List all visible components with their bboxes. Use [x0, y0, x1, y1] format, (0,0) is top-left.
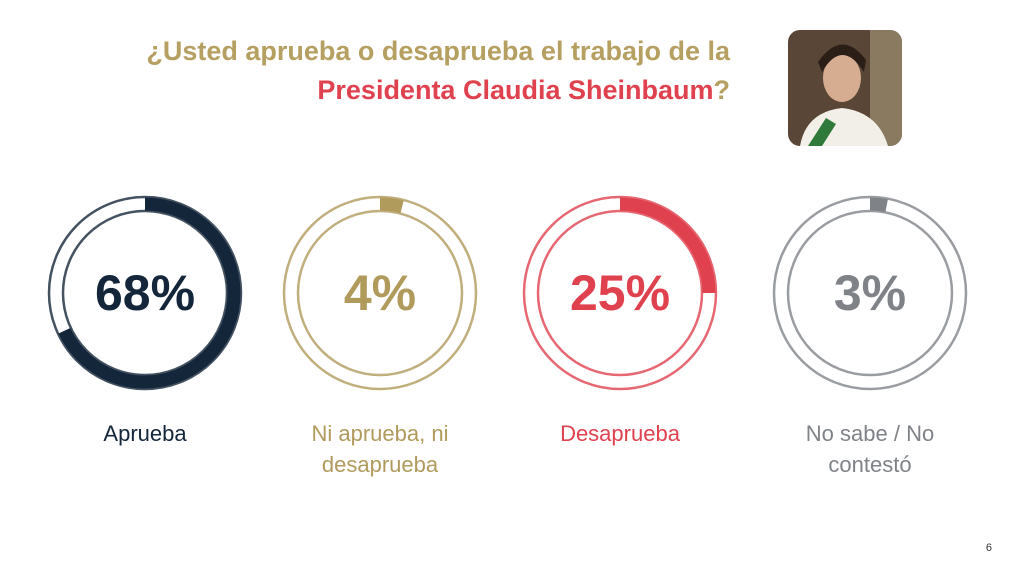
ring-outer [522, 195, 718, 391]
category-label: No sabe / No contestó [805, 421, 935, 477]
ring-outer [772, 195, 968, 391]
value-label: 4% [344, 265, 416, 321]
donut-arc [49, 197, 241, 389]
photo [788, 30, 902, 146]
page-number: 6 [985, 542, 992, 554]
title-highlight: Presidenta Claudia Sheinbaum [317, 75, 714, 105]
ring-outer [282, 195, 478, 391]
title-end: ? [713, 75, 731, 105]
donut-arc [284, 197, 476, 389]
category-label: Aprueba [103, 421, 187, 446]
ring-inner [296, 209, 464, 377]
ring-outer [47, 195, 243, 391]
ring-inner [536, 209, 704, 377]
ring-inner [786, 209, 954, 377]
category-label: Ni aprueba, ni desaprueba [311, 421, 449, 477]
donut-arc [524, 197, 716, 389]
category-label: Desaprueba [560, 421, 680, 446]
title-line: ¿Usted aprueba o desaprueba el trabajo d… [146, 36, 730, 66]
value-label: 68% [95, 265, 195, 321]
value-label: 25% [570, 265, 670, 321]
donut-arc [774, 197, 966, 389]
title: ¿Usted aprueba o desaprueba el trabajo d… [146, 32, 730, 110]
ring-inner [61, 209, 229, 377]
value-label: 3% [834, 265, 906, 321]
